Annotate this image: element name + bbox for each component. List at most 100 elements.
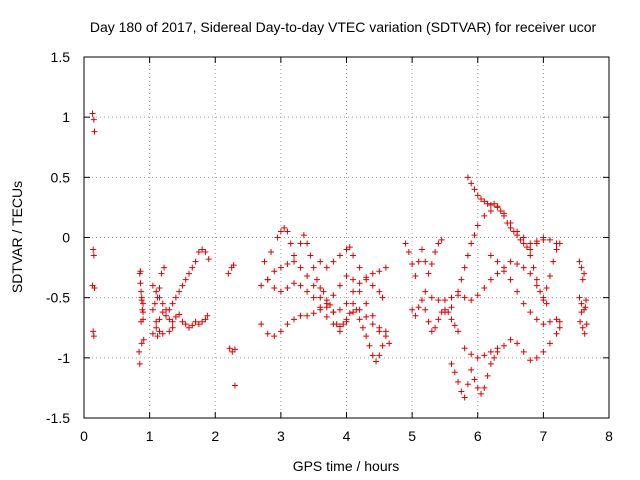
data-point [577,318,584,325]
data-point [359,324,366,331]
data-point [546,318,553,325]
data-point [172,313,179,320]
data-point [448,316,455,323]
y-tick-label: 1.5 [51,49,71,65]
data-point [461,345,468,352]
data-point [382,328,389,335]
data-point [441,309,448,316]
data-point [409,260,416,267]
data-point [533,282,540,289]
data-point [350,300,357,307]
data-point [166,316,173,323]
data-point [91,128,98,135]
data-point [163,312,170,319]
data-point [514,288,521,295]
data-point [527,252,534,259]
data-point [310,264,317,271]
data-point [474,292,481,299]
data-point [409,306,416,313]
data-point [195,321,202,328]
data-point [527,357,534,364]
x-tick-label: 1 [146,428,154,444]
data-point [336,252,343,259]
data-point [369,312,376,319]
data-point [369,282,376,289]
data-point [320,288,327,295]
data-point [176,288,183,295]
data-point [330,321,337,328]
data-point [166,306,173,313]
data-point [317,258,324,265]
data-point [363,300,370,307]
data-point [471,232,478,239]
data-point [356,280,363,287]
data-point [271,268,278,275]
data-point [373,358,380,365]
data-point [484,372,491,379]
data-point [182,276,189,283]
data-point [464,174,471,181]
data-point [179,282,186,289]
data-point [156,316,163,323]
data-point [336,306,343,313]
y-tick-label: -0.5 [46,290,70,306]
data-point [336,323,343,330]
data-point [523,244,530,251]
data-point [297,240,304,247]
data-point [291,258,297,265]
data-point [520,348,527,355]
data-point [579,276,586,283]
data-point [481,285,488,292]
data-point [520,234,527,241]
series-cluster-3 [225,262,238,389]
data-point [448,294,455,301]
data-point [346,310,353,317]
data-point [468,180,475,187]
data-point [176,311,183,318]
data-point [481,384,488,391]
data-point [192,318,199,325]
data-point [494,203,501,210]
x-tick-label: 6 [474,428,482,444]
data-point [540,297,547,304]
data-point [277,228,284,235]
data-point [307,252,314,259]
data-point [425,270,432,277]
data-point [204,312,211,319]
data-point [310,294,317,301]
data-point [343,246,350,253]
data-point [297,282,304,289]
data-point [284,260,291,267]
data-point [494,345,501,352]
data-point [428,294,435,301]
data-point [494,258,501,265]
data-point [90,328,97,335]
data-point [336,282,343,289]
data-point [507,276,514,283]
data-point [527,246,534,253]
data-point [461,264,468,271]
data-point [474,192,481,199]
series-track-n [527,240,563,304]
data-point [340,321,347,328]
data-point [540,348,547,355]
data-point [422,288,429,295]
y-tick-label: -1.5 [46,410,70,426]
data-point [304,273,311,280]
data-point [264,330,271,337]
data-point [323,297,330,304]
data-point [418,246,425,253]
data-point [149,306,156,313]
data-point [379,294,386,301]
data-point [441,297,448,304]
data-point [261,258,268,265]
data-point [487,360,494,367]
data-point [136,348,143,355]
x-tick-label: 4 [343,428,351,444]
data-point [455,288,462,295]
data-point [291,252,297,259]
data-point [583,297,590,304]
data-point [343,316,350,323]
data-point [369,270,376,277]
data-point [310,310,317,317]
